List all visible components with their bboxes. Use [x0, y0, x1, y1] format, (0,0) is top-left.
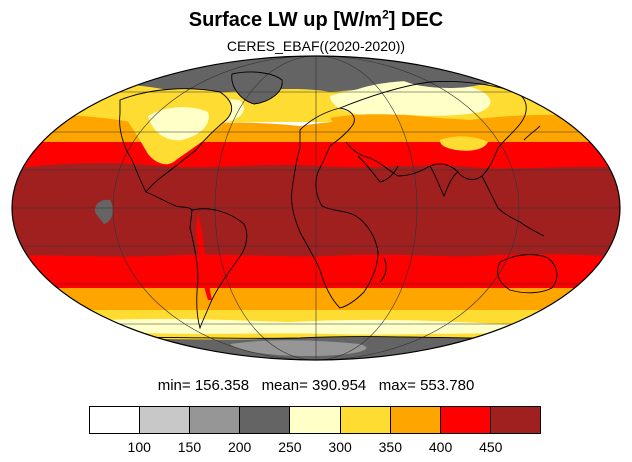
coastline-southeast-asia — [481, 175, 545, 237]
colorbar-swatch — [240, 407, 291, 433]
colorbar-labels: 100 150 200 250 300 350 400 450 — [0, 439, 632, 457]
colorbar-label: 300 — [328, 439, 352, 455]
coastline-india — [429, 165, 459, 198]
stats-mean-label: mean= — [261, 377, 308, 394]
colorbar-label: 100 — [127, 439, 151, 455]
chart-title: Surface LW up [W/m2] DEC — [0, 8, 632, 32]
colorbar-swatch — [140, 407, 191, 433]
colorbar-swatch — [490, 407, 540, 433]
globe-outline — [11, 55, 621, 361]
colorbar-swatch — [440, 407, 491, 433]
greenland-land — [231, 72, 283, 104]
colorbar-swatch — [290, 407, 341, 433]
colorbar-label: 400 — [428, 439, 453, 455]
tibet-land — [440, 136, 488, 151]
colorbar-label: 150 — [177, 439, 202, 455]
colorbar-label: 350 — [378, 439, 403, 455]
colorbar-label: 250 — [278, 439, 302, 455]
colorbar-label: 450 — [479, 439, 503, 455]
coastline-greenland — [231, 71, 283, 105]
coastline-eurasia — [339, 81, 527, 180]
title-text: Surface LW up [W/m — [188, 9, 383, 31]
chart-subtitle: CERES_EBAF((2020-2020)) — [226, 38, 406, 54]
stats-max-label: max= — [378, 377, 416, 394]
coastline-australia — [497, 254, 558, 294]
coastline-central-america — [145, 191, 193, 211]
band-south-cold — [77, 318, 548, 335]
coastline-madagascar — [379, 257, 387, 283]
coastline-japan — [523, 125, 541, 141]
eurasia-cold — [349, 80, 491, 116]
eurasia-mid — [330, 114, 520, 142]
title-suffix: ] DEC — [388, 9, 444, 31]
andes-land — [196, 214, 212, 300]
coastline-europe-africa — [291, 107, 379, 309]
title-superscript: 2 — [382, 7, 389, 22]
colorbar-swatch — [90, 407, 141, 433]
colorbar-swatch — [340, 407, 391, 433]
band-south-polar-patch — [94, 199, 113, 224]
colorbar-swatch — [190, 407, 241, 433]
band-south-deep-polar — [230, 340, 367, 356]
stats-line: min= 156.358 mean= 390.954 max= 553.780 — [0, 377, 632, 395]
world-map — [11, 55, 621, 361]
coastline-arabia — [357, 155, 399, 183]
colorbar-swatch — [390, 407, 441, 433]
coastline-north-america — [119, 88, 233, 193]
colorbar-label: 200 — [227, 439, 252, 455]
colorbar — [89, 406, 541, 434]
stats-min-label: min= — [157, 377, 191, 394]
coastline-south-america — [189, 208, 248, 330]
stats-max-value: 553.780 — [420, 377, 475, 394]
stats-mean-value: 390.954 — [312, 377, 367, 394]
stats-min-value: 156.358 — [194, 377, 250, 394]
